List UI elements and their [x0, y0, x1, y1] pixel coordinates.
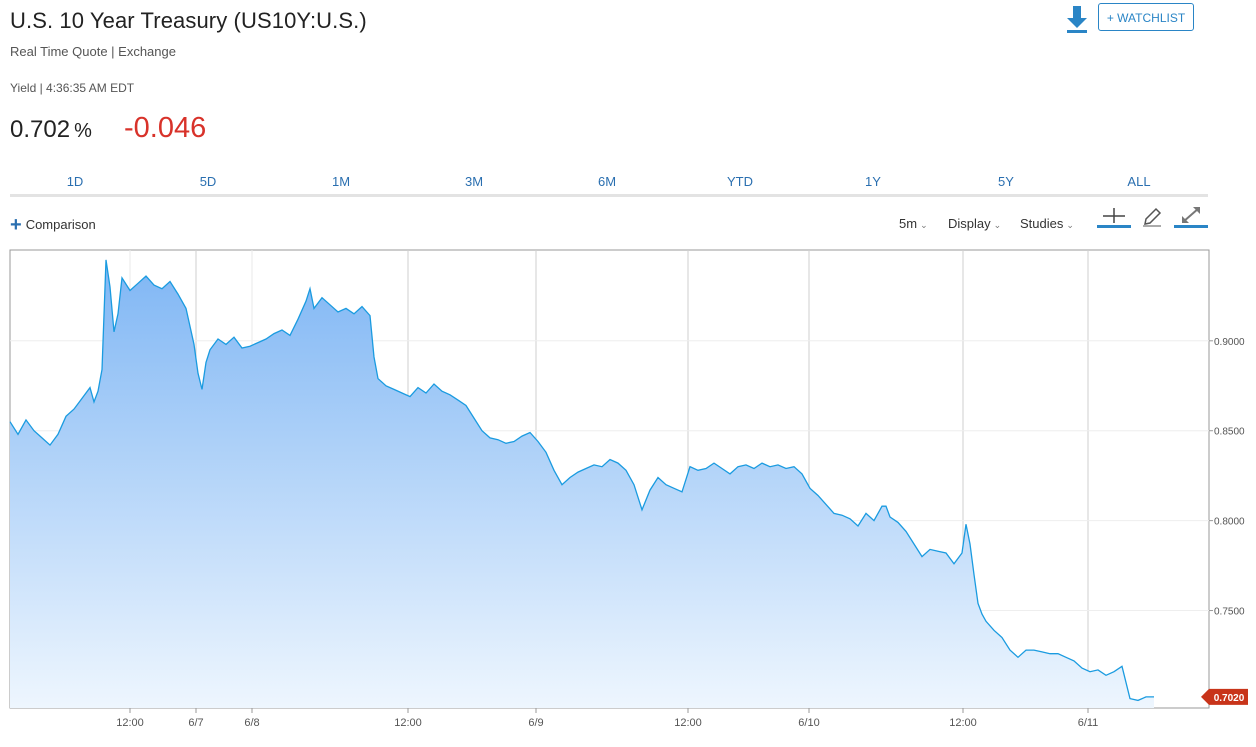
- x-tick-label: 12:00: [674, 717, 702, 729]
- y-tick-label: 0.7500: [1214, 607, 1245, 618]
- range-tab-5y[interactable]: 5Y: [998, 174, 1014, 189]
- x-tick-label: 12:00: [949, 717, 977, 729]
- download-icon: [1067, 6, 1087, 33]
- draw-button[interactable]: [1141, 206, 1163, 228]
- display-dropdown[interactable]: Display ⌄: [948, 216, 1001, 231]
- x-tick-label: 6/9: [528, 717, 543, 729]
- x-tick-label: 6/7: [188, 717, 203, 729]
- last-value-marker: [1201, 688, 1248, 705]
- crosshair-button[interactable]: [1097, 206, 1131, 228]
- price-chart[interactable]: 0.9000 0.8500 0.8000 0.7500 12:00 6/7 6/8 12:00…: [0, 240, 1256, 742]
- crosshair-icon: [1097, 208, 1131, 228]
- last-value-badge: 0.7020: [1201, 688, 1248, 705]
- interval-label: 5m: [899, 216, 918, 231]
- range-tab-1y[interactable]: 1Y: [865, 174, 881, 189]
- x-tick-label: 6/8: [244, 717, 259, 729]
- comparison-label: Comparison: [25, 217, 96, 232]
- range-tab-ytd[interactable]: YTD: [727, 174, 753, 189]
- download-button[interactable]: [1064, 4, 1090, 34]
- plus-icon: +: [10, 214, 22, 236]
- y-tick-label: 0.8500: [1214, 427, 1245, 438]
- range-tab-1d[interactable]: 1D: [66, 174, 84, 189]
- comparison-button[interactable]: + Comparison: [10, 214, 96, 237]
- range-tab-5d[interactable]: 5D: [199, 174, 217, 189]
- expand-icon: [1174, 207, 1208, 228]
- last-value-label: 0.7020: [1214, 693, 1245, 704]
- expand-button[interactable]: [1174, 206, 1208, 228]
- price-unit: %: [74, 120, 92, 142]
- chevron-down-icon: ⌄: [1066, 220, 1074, 230]
- studies-label: Studies: [1020, 216, 1064, 231]
- interval-dropdown[interactable]: 5m ⌄: [899, 216, 928, 231]
- range-tabs: 1D 5D 1M 3M 6M YTD 1Y 5Y ALL: [10, 172, 1208, 197]
- display-label: Display: [948, 216, 991, 231]
- chart-svg: 0.9000 0.8500 0.8000 0.7500 12:00 6/7 6/8 12:00…: [9, 249, 1248, 729]
- x-tick-label: 12:00: [116, 717, 144, 729]
- range-tab-all[interactable]: ALL: [1127, 174, 1151, 189]
- draw-pencil-icon: [1143, 207, 1162, 227]
- studies-dropdown[interactable]: Studies ⌄: [1020, 216, 1074, 231]
- page-title: U.S. 10 Year Treasury (US10Y:U.S.): [10, 8, 367, 33]
- watchlist-button[interactable]: + WATCHLIST: [1098, 3, 1194, 31]
- chevron-down-icon: ⌄: [993, 220, 1002, 230]
- price-number: 0.702: [10, 116, 71, 143]
- series-line: [9, 259, 1154, 702]
- x-tick-label: 6/11: [1078, 717, 1099, 729]
- range-tab-1m[interactable]: 1M: [331, 174, 351, 189]
- y-tick-label: 0.9000: [1214, 337, 1245, 348]
- range-tab-6m[interactable]: 6M: [597, 174, 617, 189]
- price-value: 0.702%: [10, 116, 92, 144]
- x-tick-label: 6/10: [798, 717, 819, 729]
- range-tab-3m[interactable]: 3M: [464, 174, 484, 189]
- y-tick-label: 0.8000: [1214, 517, 1245, 528]
- x-tick-label: 12:00: [394, 717, 422, 729]
- chevron-down-icon: ⌄: [920, 220, 928, 230]
- yield-timestamp: Yield | 4:36:35 AM EDT: [10, 81, 135, 95]
- quote-source: Real Time Quote | Exchange: [10, 44, 176, 59]
- price-change: -0.046: [124, 112, 207, 144]
- series-area-fill: [10, 259, 1154, 708]
